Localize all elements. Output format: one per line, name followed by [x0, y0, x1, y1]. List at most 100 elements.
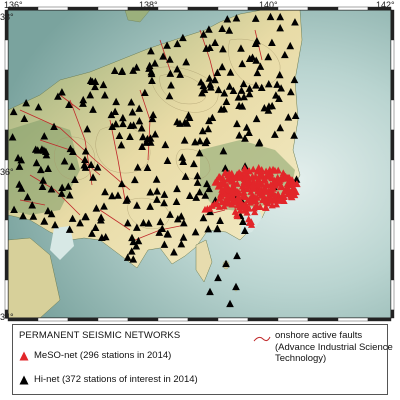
hinet-station-marker — [41, 147, 50, 155]
lat-tick-label: 38° — [0, 12, 14, 22]
hinet-station-marker — [251, 39, 260, 48]
hinet-station-marker — [242, 123, 251, 131]
frame-tick — [4, 189, 9, 221]
frame-tick — [247, 317, 279, 322]
hinet-station-marker — [221, 164, 230, 172]
hinet-station-marker — [255, 139, 263, 147]
hinet-station-marker — [82, 212, 90, 221]
hinet-station-marker — [264, 106, 273, 114]
hinet-station-marker — [40, 217, 49, 225]
hinet-station-marker — [107, 110, 116, 119]
hinet-station-marker — [245, 128, 253, 136]
hinet-station-marker — [290, 131, 299, 139]
hinet-station-marker — [126, 121, 135, 130]
frame-tick — [4, 99, 9, 131]
hinet-station-marker — [29, 212, 38, 220]
hinet-station-marker — [179, 218, 188, 227]
hinet-station-marker — [213, 68, 222, 76]
hinet-station-marker — [148, 114, 157, 123]
hinet-station-marker — [142, 138, 151, 146]
hinet-station-marker — [60, 157, 69, 165]
hinet-station-marker — [151, 130, 160, 138]
hinet-station-marker — [257, 83, 266, 92]
hinet-station-marker — [143, 163, 152, 172]
meso-net-station-marker — [224, 171, 232, 179]
lon-tick-label: 138° — [139, 0, 158, 10]
legend-meso-net: MeSO-net (296 stations in 2014) — [19, 350, 171, 361]
hinet-station-marker — [101, 232, 110, 241]
meso-net-station-marker — [268, 188, 276, 196]
hinet-station-marker — [226, 68, 235, 76]
hinet-station-marker — [252, 56, 261, 64]
hinet-station-marker — [179, 157, 188, 165]
hinet-station-marker — [164, 230, 172, 238]
hinet-station-marker — [44, 164, 52, 172]
frame-tick — [390, 309, 395, 319]
hinet-station-marker — [119, 119, 127, 128]
hinet-station-marker — [117, 140, 126, 149]
hinet-station-marker — [199, 30, 208, 38]
hinet-station-marker — [290, 75, 299, 84]
meso-net-station-marker — [218, 198, 226, 206]
hinet-station-marker — [223, 15, 232, 23]
hinet-station-marker — [172, 197, 181, 206]
hinet-station-marker — [67, 162, 76, 170]
hinet-station-marker — [108, 122, 117, 130]
frame-tick — [37, 317, 69, 322]
lon-tick-label: 136° — [4, 0, 23, 10]
legend-hinet: Hi-net (372 stations of interest in 2014… — [19, 374, 198, 385]
hinet-station-marker — [226, 299, 234, 308]
hinet-station-marker — [214, 85, 223, 94]
hinet-station-marker — [286, 41, 295, 50]
hinet-station-marker — [148, 76, 156, 85]
hinet-station-marker — [284, 113, 293, 121]
meso-net-station-marker — [218, 185, 226, 193]
hinet-station-marker — [205, 184, 213, 193]
meso-net-station-marker — [238, 182, 247, 190]
hinet-station-marker — [170, 248, 178, 256]
frame-tick — [390, 9, 395, 41]
hinet-station-marker — [232, 282, 240, 291]
meso-net-station-marker — [288, 181, 296, 189]
hinet-station-marker — [134, 236, 143, 245]
hinet-station-marker — [193, 171, 202, 180]
hinet-station-marker — [101, 91, 109, 99]
meso-net-station-marker — [235, 168, 243, 176]
lon-tick-label: 140° — [259, 0, 278, 10]
meso-net-station-marker — [268, 181, 276, 188]
hinet-station-marker — [133, 201, 141, 209]
hinet-station-marker — [156, 217, 165, 226]
frame-tick — [67, 317, 99, 322]
hinet-station-marker — [101, 187, 109, 196]
hinet-station-marker — [145, 61, 154, 70]
hinet-station-marker — [251, 14, 260, 22]
hinet-station-marker — [256, 62, 265, 70]
hinet-station-marker — [93, 163, 102, 171]
hinet-station-marker — [133, 223, 141, 231]
hinet-station-marker — [202, 44, 211, 52]
meso-net-station-marker — [214, 182, 222, 190]
hinet-station-marker — [245, 84, 254, 92]
hinet-station-marker — [268, 101, 276, 110]
hinet-station-marker — [191, 227, 200, 236]
frame-tick — [390, 129, 395, 161]
frame-tick — [127, 317, 159, 322]
hinet-station-marker — [146, 202, 154, 210]
hinet-station-marker — [176, 70, 185, 78]
red-triangle-icon — [19, 351, 29, 360]
hinet-station-marker — [196, 137, 204, 145]
meso-net-station-marker — [262, 181, 270, 189]
hinet-station-marker — [81, 147, 90, 155]
hinet-station-marker — [241, 226, 249, 234]
hinet-station-marker — [166, 69, 175, 77]
frame-tick — [217, 317, 249, 322]
hinet-station-marker — [233, 251, 241, 260]
hinet-station-marker — [237, 44, 245, 52]
meso-net-stations — [201, 164, 301, 228]
hinet-station-marker — [200, 85, 209, 94]
hinet-station-marker — [17, 156, 26, 164]
meso-net-station-marker — [249, 165, 257, 173]
frame-tick — [390, 69, 395, 101]
hinet-station-marker — [108, 191, 116, 200]
hinet-station-marker — [199, 213, 208, 222]
